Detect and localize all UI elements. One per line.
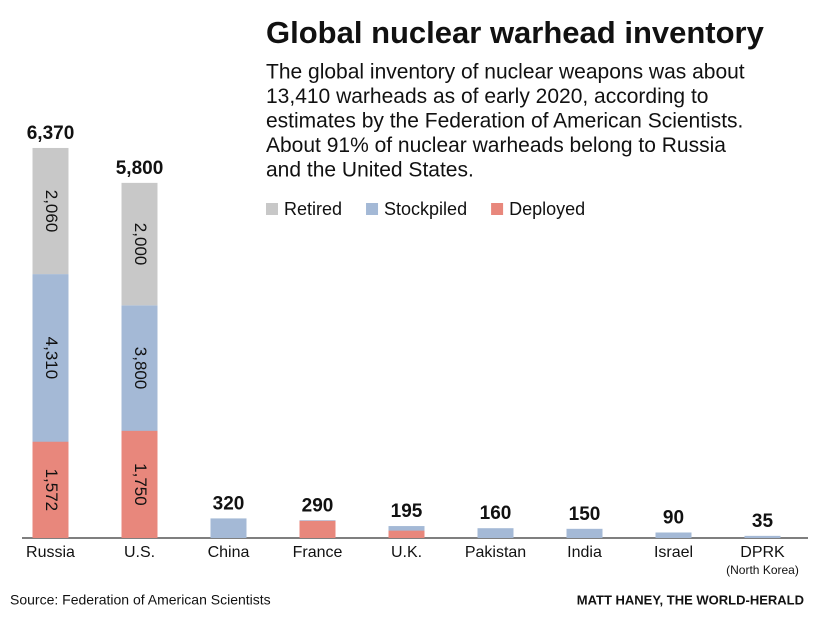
- x-tick-label: China: [208, 544, 250, 561]
- total-label: 195: [391, 501, 423, 522]
- x-tick-label: Russia: [26, 544, 75, 561]
- segment-label: 1,572: [42, 469, 61, 512]
- legend-label: Deployed: [509, 199, 585, 219]
- bar-segment: [566, 528, 603, 538]
- x-tick-label: India: [567, 544, 602, 561]
- total-label: 320: [213, 493, 245, 514]
- segment-label: 2,060: [42, 190, 61, 233]
- bar-segment: [744, 535, 781, 538]
- x-tick-label: U.K.: [391, 544, 422, 561]
- legend-label: Stockpiled: [384, 199, 467, 219]
- total-label: 6,370: [27, 123, 75, 144]
- bar-segment: [32, 441, 69, 538]
- segment-label: 3,800: [131, 347, 150, 390]
- x-tick-label: Pakistan: [465, 544, 526, 561]
- legend-swatch: [491, 203, 504, 215]
- total-label: 150: [569, 504, 601, 525]
- bar-segment: [32, 147, 69, 275]
- segment-label: 2,000: [131, 223, 150, 266]
- subtitle: About 91% of nuclear warheads belong to …: [266, 134, 726, 157]
- segment-label: 1,750: [131, 463, 150, 506]
- bar-segment: [388, 530, 425, 538]
- x-tick-note: (North Korea): [726, 563, 799, 577]
- x-tick-label: U.S.: [124, 544, 155, 561]
- total-label: 90: [663, 508, 684, 529]
- x-tick-label: France: [293, 544, 343, 561]
- subtitle: and the United States.: [266, 159, 474, 182]
- total-label: 160: [480, 503, 512, 524]
- x-tick-label: Israel: [654, 544, 693, 561]
- legend-swatch: [266, 203, 278, 215]
- credit: MATT HANEY, THE WORLD-HERALD: [577, 592, 804, 607]
- legend-label: Retired: [284, 199, 342, 219]
- bar-segment: [210, 518, 247, 538]
- source: Source: Federation of American Scientist…: [10, 592, 271, 608]
- legend-swatch: [366, 203, 379, 215]
- x-tick-label: DPRK: [740, 544, 785, 561]
- subtitle: estimates by the Federation of American …: [266, 110, 743, 133]
- chart-title: Global nuclear warhead inventory: [266, 15, 765, 50]
- subtitle: The global inventory of nuclear weapons …: [266, 61, 745, 84]
- bar-segment: [121, 182, 158, 306]
- bar-segment: [121, 430, 158, 538]
- total-label: 5,800: [116, 158, 164, 179]
- bar-segment: [655, 532, 692, 538]
- segment-label: 4,310: [42, 337, 61, 380]
- bar-segment: [477, 528, 514, 538]
- subtitle: 13,410 warheads as of early 2020, accord…: [266, 85, 708, 108]
- total-label: 290: [302, 495, 334, 516]
- total-label: 35: [752, 511, 774, 532]
- bar-segment: [299, 520, 336, 538]
